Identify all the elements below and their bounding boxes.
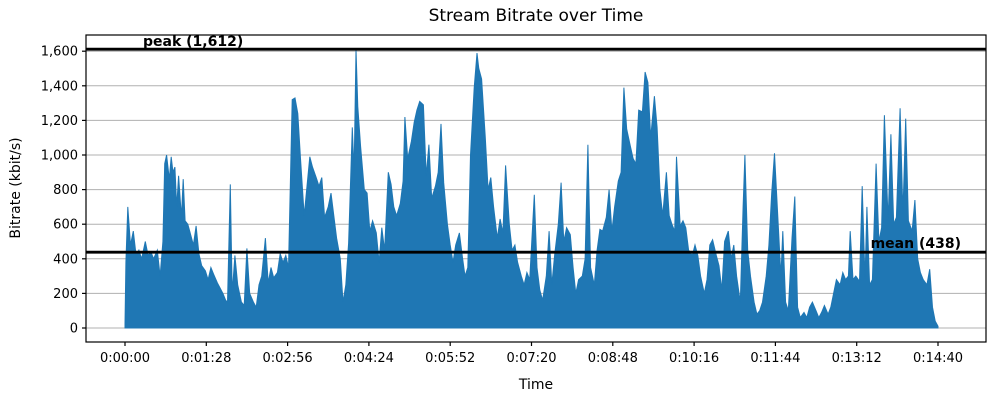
y-tick-label: 1,000 bbox=[41, 149, 78, 164]
y-axis-label: Bitrate (kbit/s) bbox=[8, 137, 24, 238]
x-tick-label: 0:11:44 bbox=[750, 351, 800, 366]
y-tick-label: 1,600 bbox=[41, 45, 78, 60]
x-axis-label: Time bbox=[518, 377, 553, 393]
y-tick-label: 600 bbox=[53, 218, 78, 233]
x-tick-label: 0:00:00 bbox=[100, 351, 150, 366]
y-tick-label: 800 bbox=[53, 183, 78, 198]
plot-border bbox=[85, 34, 987, 343]
x-tick-label: 0:02:56 bbox=[263, 351, 313, 366]
x-tick-label: 0:07:20 bbox=[506, 351, 556, 366]
axis-ticks: 0:00:00 0:01:28 0:02:56 0:04:24 0:05:52 0:07:… bbox=[41, 45, 963, 366]
x-tick-label: 0:01:28 bbox=[181, 351, 231, 366]
x-tick-label: 0:13:12 bbox=[832, 351, 882, 366]
x-tick-label: 0:14:40 bbox=[913, 351, 963, 366]
x-tick-label: 0:10:16 bbox=[669, 351, 719, 366]
y-tick-label: 400 bbox=[53, 252, 78, 267]
y-tick-label: 1,200 bbox=[41, 114, 78, 129]
y-tick-label: 1,400 bbox=[41, 79, 78, 94]
x-tick-label: 0:04:24 bbox=[344, 351, 394, 366]
y-tick-label: 0 bbox=[70, 322, 78, 337]
x-tick-label: 0:05:52 bbox=[425, 351, 475, 366]
bitrate-area-path bbox=[124, 49, 939, 329]
peak-annotation-label: peak (1,612) bbox=[143, 34, 243, 50]
mean-annotation-label: mean (438) bbox=[871, 236, 961, 252]
reference-lines bbox=[86, 47, 986, 254]
y-tick-label: 200 bbox=[53, 287, 78, 302]
chart-title: Stream Bitrate over Time bbox=[429, 6, 644, 26]
bitrate-area-series bbox=[124, 49, 939, 329]
x-tick-label: 0:08:48 bbox=[588, 351, 638, 366]
plot-frame bbox=[85, 34, 987, 343]
